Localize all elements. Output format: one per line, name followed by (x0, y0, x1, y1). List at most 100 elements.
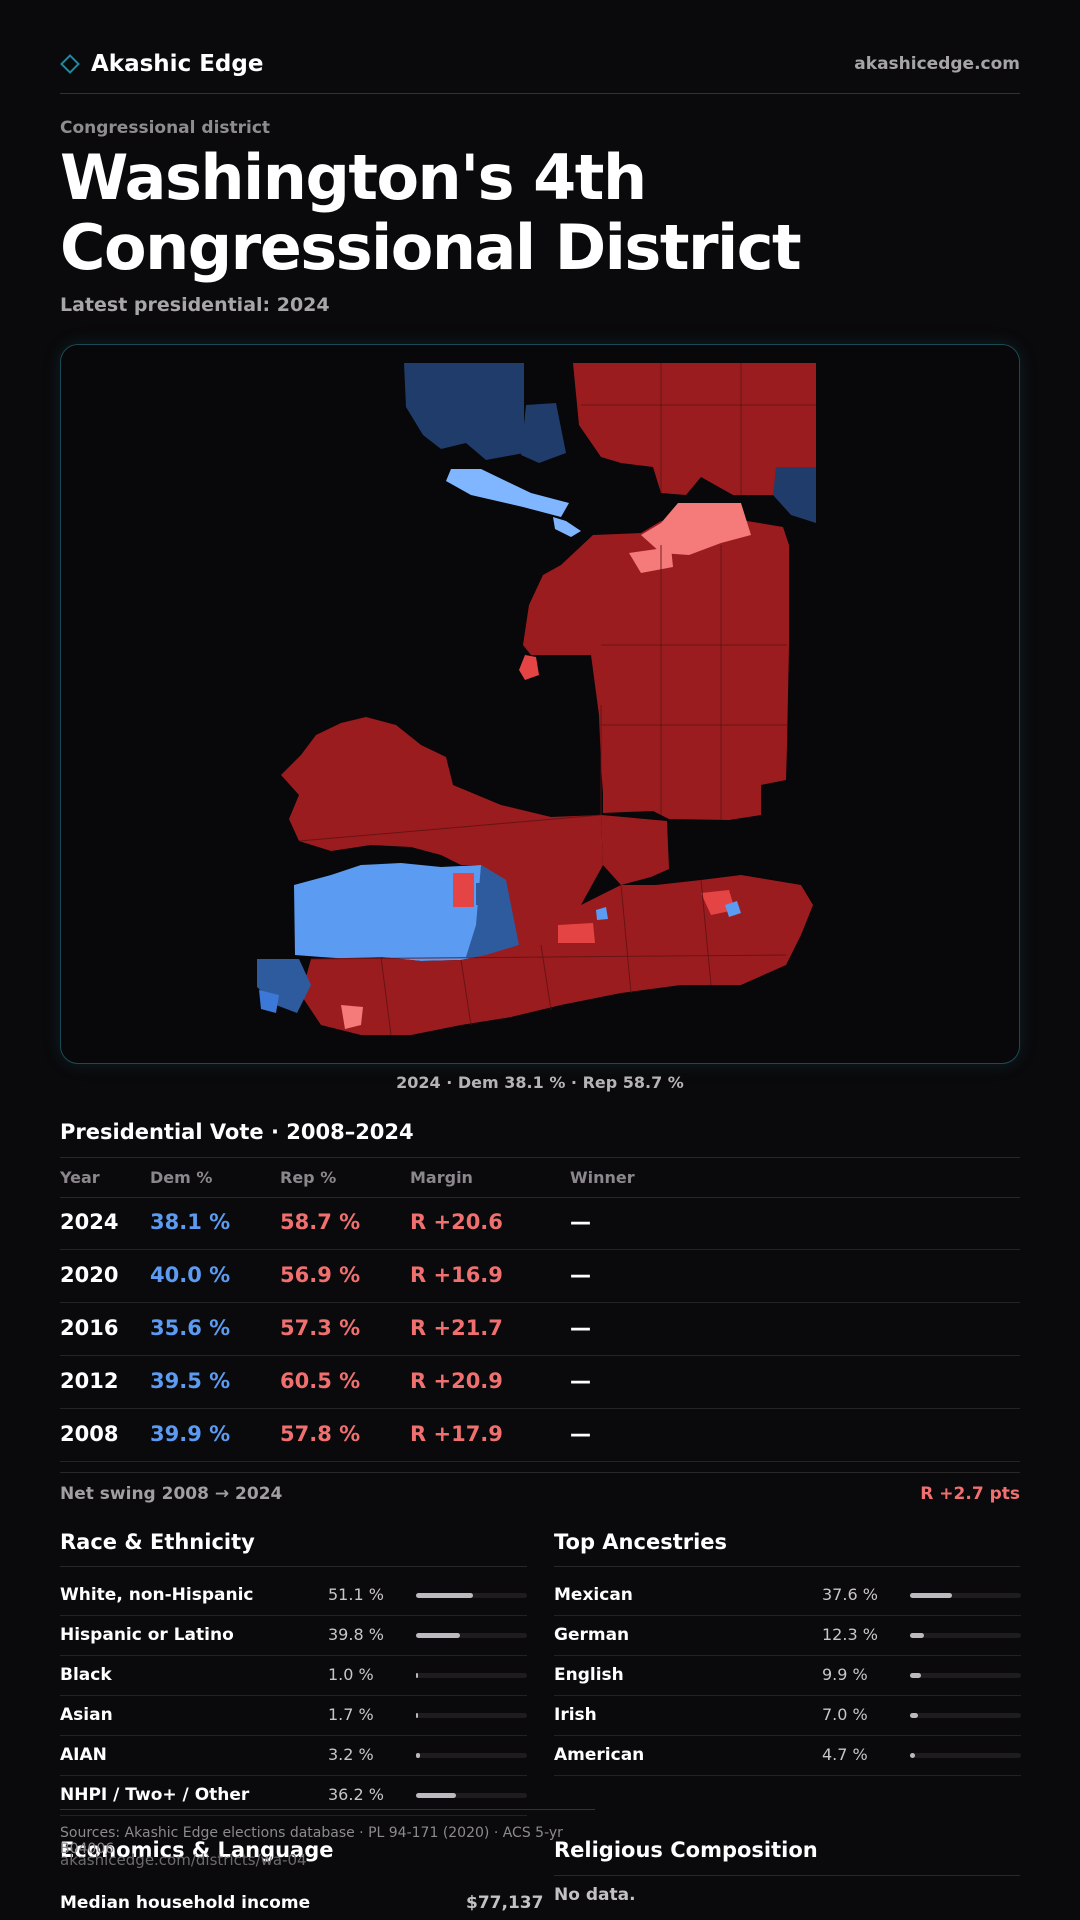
race-value: 1.0 % (328, 1665, 374, 1684)
economics-heading: Economics & Language (60, 1838, 334, 1862)
map-region (629, 547, 673, 573)
ancestry-bar-fill (910, 1753, 915, 1758)
ancestry-value: 37.6 % (822, 1585, 878, 1604)
top-bar: Akashic Edge akashicedge.com (60, 46, 1020, 82)
district-map[interactable] (60, 344, 1020, 1064)
cell-margin: R +20.6 (410, 1210, 503, 1234)
table-row: 2020 40.0 % 56.9 % R +16.9 — (60, 1250, 1020, 1303)
map-region (301, 875, 813, 1035)
race-name: Hispanic or Latino (60, 1625, 234, 1645)
race-bar-fill (416, 1713, 418, 1718)
map-region (519, 655, 539, 680)
ancestry-bar-fill (910, 1673, 921, 1678)
race-bar (416, 1793, 527, 1798)
sources-rule (60, 1809, 595, 1810)
map-region (341, 1005, 363, 1029)
race-row: White, non-Hispanic 51.1 % (60, 1576, 527, 1616)
column-header-dem: Dem % (150, 1168, 213, 1187)
race-heading: Race & Ethnicity (60, 1530, 255, 1554)
religion-heading: Religious Composition (554, 1838, 818, 1862)
ancestry-value: 9.9 % (822, 1665, 868, 1684)
cell-dem: 39.5 % (150, 1369, 231, 1393)
cell-rep: 56.9 % (280, 1263, 361, 1287)
map-region (476, 883, 493, 905)
race-bar (416, 1633, 527, 1638)
cell-year: 2024 (60, 1210, 119, 1234)
race-bar-fill (416, 1753, 420, 1758)
diamond-logo-icon (60, 54, 80, 74)
race-value: 1.7 % (328, 1705, 374, 1724)
ancestry-bar (910, 1753, 1021, 1758)
race-row: NHPI / Two+ / Other 36.2 % (60, 1776, 527, 1816)
race-bar (416, 1673, 527, 1678)
ancestry-heading-rule (554, 1566, 1020, 1567)
median-income-value: $77,137 (466, 1893, 544, 1913)
race-value: 3.2 % (328, 1745, 374, 1764)
map-region (553, 517, 581, 537)
median-income-label: Median household income (60, 1893, 311, 1913)
cell-winner: — (570, 1210, 591, 1234)
ancestry-value: 7.0 % (822, 1705, 868, 1724)
ancestry-bar (910, 1593, 1021, 1598)
ancestry-row: Mexican 37.6 % (554, 1576, 1021, 1616)
column-header-winner: Winner (570, 1168, 635, 1187)
presidential-heading-rule (60, 1157, 1020, 1158)
map-region (521, 403, 566, 463)
race-bar (416, 1753, 527, 1758)
presidential-heading: Presidential Vote · 2008–2024 (60, 1120, 414, 1144)
race-row: Asian 1.7 % (60, 1696, 527, 1736)
cell-dem: 39.9 % (150, 1422, 231, 1446)
map-region (281, 717, 603, 905)
district-url[interactable]: akashicedge.com/districts/wa-04 (60, 1851, 307, 1869)
race-heading-rule (60, 1566, 527, 1567)
race-value: 36.2 % (328, 1785, 384, 1804)
ancestry-name: American (554, 1745, 645, 1765)
map-region (259, 990, 279, 1013)
site-url-link[interactable]: akashicedge.com (854, 54, 1020, 74)
race-name: AIAN (60, 1745, 107, 1765)
map-region (596, 907, 608, 920)
cell-rep: 58.7 % (280, 1210, 361, 1234)
map-region (404, 363, 524, 460)
cell-year: 2020 (60, 1263, 119, 1287)
ancestry-bar-fill (910, 1633, 924, 1638)
net-swing-label: Net swing 2008 → 2024 (60, 1484, 283, 1504)
page-kicker: Congressional district (60, 118, 271, 138)
column-header-year: Year (60, 1168, 100, 1187)
ancestry-name: German (554, 1625, 630, 1645)
race-bar-fill (416, 1793, 456, 1798)
page-title: Washington's 4th Congressional District (60, 141, 802, 284)
race-value: 51.1 % (328, 1585, 384, 1604)
ancestry-row: English 9.9 % (554, 1656, 1021, 1696)
swing-rule (60, 1472, 1020, 1473)
map-region (558, 923, 595, 943)
ancestry-value: 12.3 % (822, 1625, 878, 1644)
map-caption: 2024 · Dem 38.1 % · Rep 58.7 % (396, 1073, 684, 1092)
cell-winner: — (570, 1422, 591, 1446)
ancestry-name: Irish (554, 1705, 597, 1725)
ancestry-row: American 4.7 % (554, 1736, 1021, 1776)
cell-margin: R +20.9 (410, 1369, 503, 1393)
race-name: Asian (60, 1705, 113, 1725)
cell-year: 2016 (60, 1316, 119, 1340)
ancestry-bar (910, 1713, 1021, 1718)
table-row: 2012 39.5 % 60.5 % R +20.9 — (60, 1356, 1020, 1409)
race-name: Black (60, 1665, 112, 1685)
map-region (601, 815, 669, 885)
cell-rep: 57.3 % (280, 1316, 361, 1340)
religion-no-data: No data. (554, 1885, 636, 1905)
cell-winner: — (570, 1316, 591, 1340)
race-bar (416, 1713, 527, 1718)
race-row: Hispanic or Latino 39.8 % (60, 1616, 527, 1656)
map-region (523, 515, 789, 820)
table-header-rule (60, 1197, 1020, 1198)
race-name: NHPI / Two+ / Other (60, 1785, 250, 1805)
cell-dem: 40.0 % (150, 1263, 231, 1287)
ancestry-row: German 12.3 % (554, 1616, 1021, 1656)
brand[interactable]: Akashic Edge (60, 46, 263, 82)
brand-name: Akashic Edge (91, 51, 264, 77)
religion-heading-rule (554, 1875, 1020, 1876)
district-map-svg (257, 363, 816, 1036)
cell-margin: R +21.7 (410, 1316, 503, 1340)
race-bar-fill (416, 1673, 418, 1678)
